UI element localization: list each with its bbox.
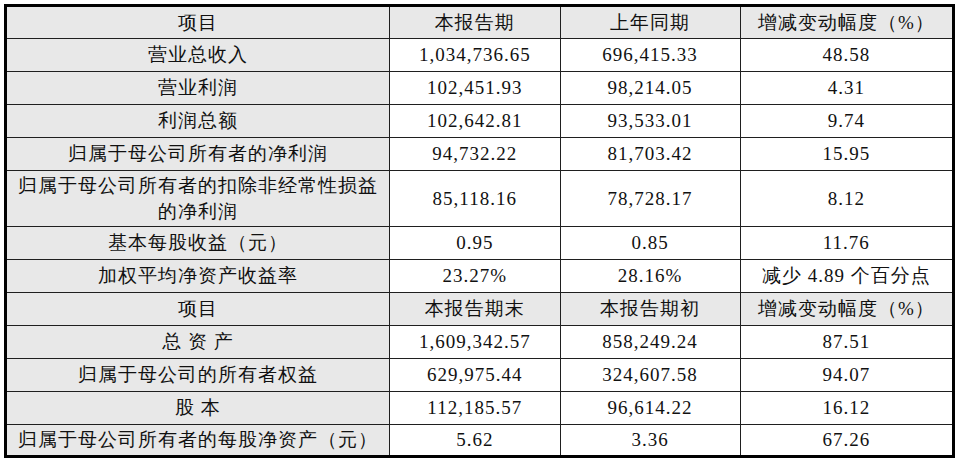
cell-change-value: 减少 4.89 个百分点 [740,260,953,293]
cell-current-value: 1,609,342.57 [389,326,560,359]
cell-current-value: 112,185.57 [389,392,560,425]
cell-current-value: 102,451.93 [389,72,560,105]
cell-prior-value: 324,607.58 [560,359,740,392]
cell-prior-value: 858,249.24 [560,326,740,359]
cell-item-label: 总 资 产 [6,326,390,359]
cell-change-value: 8.12 [740,171,953,227]
cell-prior-value: 81,703.42 [560,138,740,171]
cell-prior-value: 96,614.22 [560,392,740,425]
cell-prior-value: 0.85 [560,227,740,260]
table-row: 归属于母公司的所有者权益 629,975.44 324,607.58 94.07 [6,359,954,392]
cell-current-value: 5.62 [389,425,560,457]
table-row: 加权平均净资产收益率 23.27% 28.16% 减少 4.89 个百分点 [6,260,954,293]
cell-item-label: 营业总收入 [6,39,390,72]
table-row: 总 资 产 1,609,342.57 858,249.24 87.51 [6,326,954,359]
cell-current-value: 94,732.22 [389,138,560,171]
table-row: 归属于母公司所有者的扣除非经常性损益的净利润 85,118.16 78,728.… [6,171,954,227]
cell-current-value: 85,118.16 [389,171,560,227]
cell-change-value: 48.58 [740,39,953,72]
header-cell-period-start: 本报告期初 [560,293,740,326]
cell-item-label: 基本每股收益（元） [6,227,390,260]
cell-change-value: 4.31 [740,72,953,105]
cell-prior-value: 28.16% [560,260,740,293]
table-row: 利润总额 102,642.81 93,533.01 9.74 [6,105,954,138]
cell-change-value: 11.76 [740,227,953,260]
table-row: 基本每股收益（元） 0.95 0.85 11.76 [6,227,954,260]
cell-item-label: 归属于母公司所有者的每股净资产（元） [6,425,390,457]
cell-item-label: 归属于母公司的所有者权益 [6,359,390,392]
header-cell-period-end: 本报告期末 [389,293,560,326]
cell-item-label: 归属于母公司所有者的净利润 [6,138,390,171]
cell-prior-value: 78,728.17 [560,171,740,227]
cell-current-value: 1,034,736.65 [389,39,560,72]
cell-change-value: 67.26 [740,425,953,457]
cell-current-value: 102,642.81 [389,105,560,138]
cell-prior-value: 98,214.05 [560,72,740,105]
header-cell-change-pct: 增减变动幅度（%） [740,6,953,39]
cell-prior-value: 3.36 [560,425,740,457]
cell-current-value: 0.95 [389,227,560,260]
table-row: 营业利润 102,451.93 98,214.05 4.31 [6,72,954,105]
header-cell-item: 项目 [6,293,390,326]
financial-summary-table: 项目 本报告期 上年同期 增减变动幅度（%） 营业总收入 1,034,736.6… [4,4,955,458]
table-row: 营业总收入 1,034,736.65 696,415.33 48.58 [6,39,954,72]
table-header-row: 项目 本报告期 上年同期 增减变动幅度（%） [6,6,954,39]
header-cell-current-period: 本报告期 [389,6,560,39]
cell-item-label: 利润总额 [6,105,390,138]
header-cell-item: 项目 [6,6,390,39]
cell-change-value: 15.95 [740,138,953,171]
cell-current-value: 23.27% [389,260,560,293]
table-header-row: 项目 本报告期末 本报告期初 增减变动幅度（%） [6,293,954,326]
table-row: 归属于母公司所有者的净利润 94,732.22 81,703.42 15.95 [6,138,954,171]
cell-current-value: 629,975.44 [389,359,560,392]
cell-change-value: 94.07 [740,359,953,392]
cell-item-label: 归属于母公司所有者的扣除非经常性损益的净利润 [6,171,390,227]
table-row: 股 本 112,185.57 96,614.22 16.12 [6,392,954,425]
cell-prior-value: 696,415.33 [560,39,740,72]
financial-summary-table-container: 项目 本报告期 上年同期 增减变动幅度（%） 营业总收入 1,034,736.6… [4,4,955,455]
cell-prior-value: 93,533.01 [560,105,740,138]
cell-change-value: 9.74 [740,105,953,138]
cell-item-label: 营业利润 [6,72,390,105]
table-row: 归属于母公司所有者的每股净资产（元） 5.62 3.36 67.26 [6,425,954,457]
cell-item-label: 股 本 [6,392,390,425]
header-cell-change-pct: 增减变动幅度（%） [740,293,953,326]
header-cell-prior-period: 上年同期 [560,6,740,39]
cell-change-value: 16.12 [740,392,953,425]
cell-item-label: 加权平均净资产收益率 [6,260,390,293]
cell-change-value: 87.51 [740,326,953,359]
